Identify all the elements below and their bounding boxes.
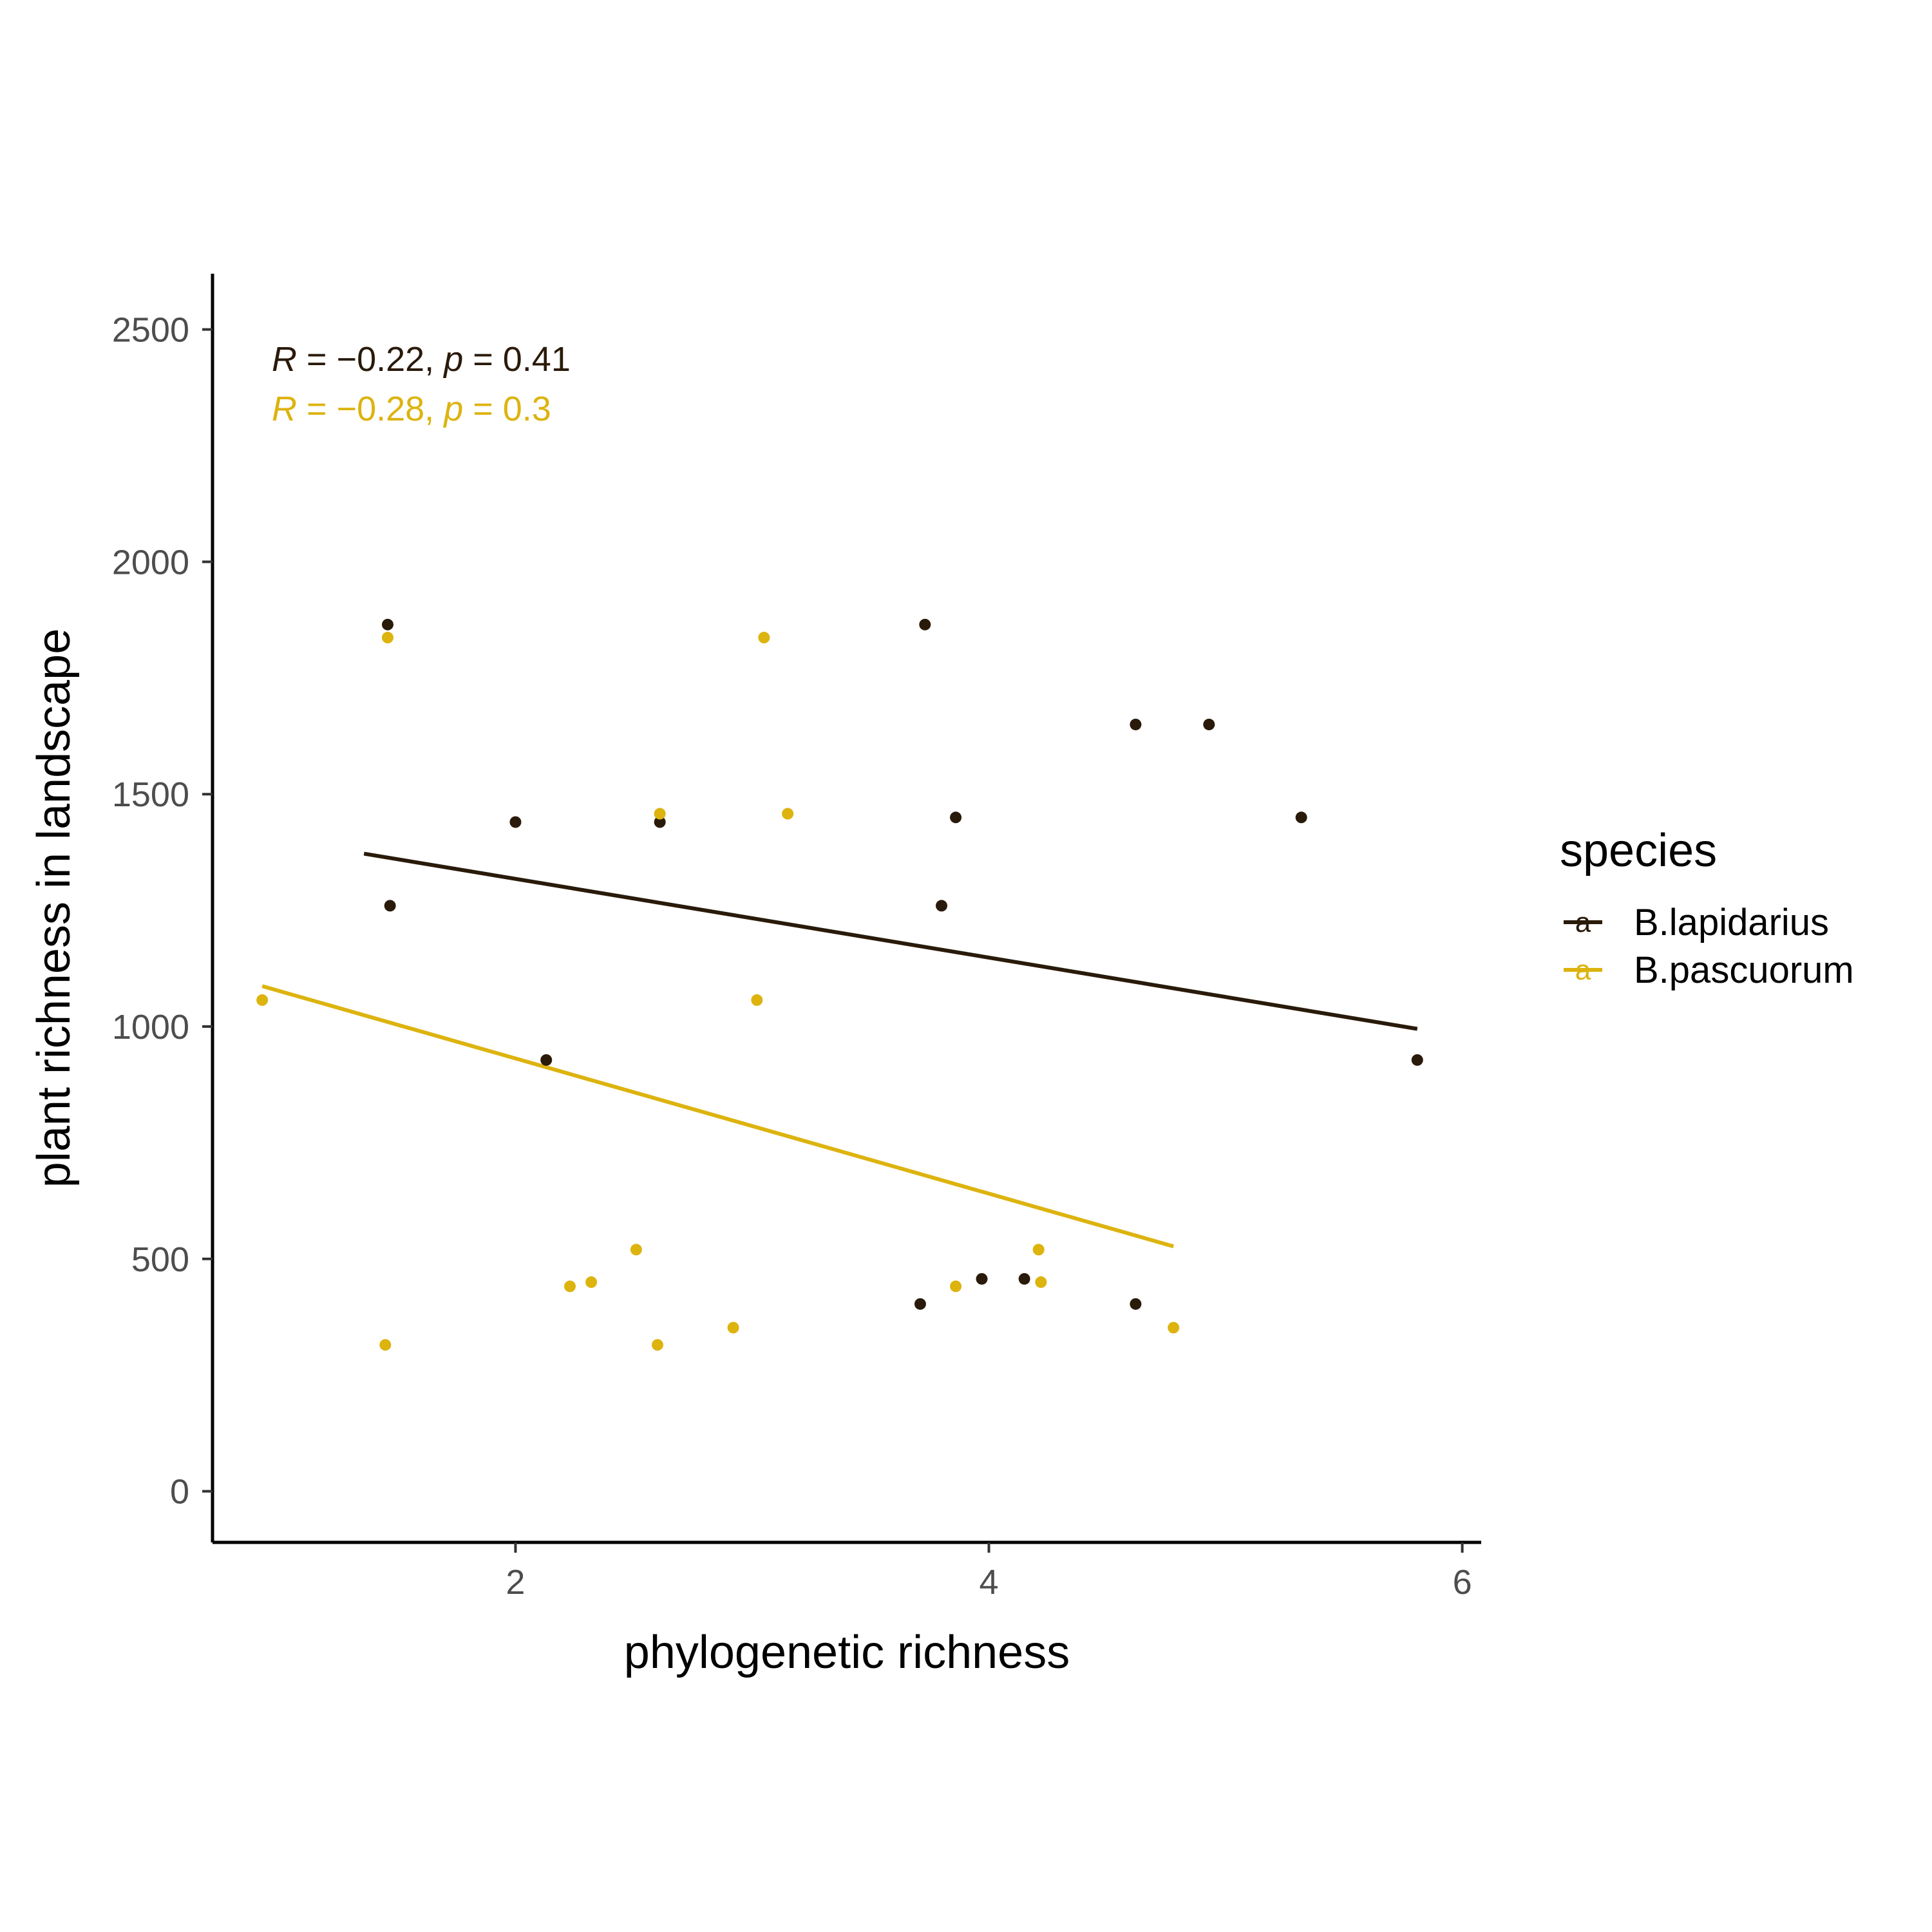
point-pascuorum [758,632,770,644]
point-pascuorum [630,1244,642,1256]
point-pascuorum [651,1339,663,1351]
y-tick-label: 0 [170,1473,189,1511]
point-lapidarius [381,618,393,630]
x-tick-label: 6 [1453,1563,1472,1602]
point-pascuorum [1032,1244,1045,1256]
x-tick-label: 4 [979,1563,998,1602]
y-axis-title: plant richness in landscape [28,629,80,1188]
point-lapidarius [919,618,931,630]
legend-title: species [1560,825,1717,876]
y-axis-ticks: 0 500 1000 1500 2000 2500 [112,311,213,1511]
y-tick-label: 1000 [112,1008,189,1046]
point-pascuorum [381,632,393,644]
point-lapidarius [384,900,396,912]
y-tick-label: 2000 [112,543,189,582]
point-pascuorum [751,994,763,1006]
legend: species a B.lapidarius a B.pascuorum [1560,825,1854,991]
point-lapidarius [1130,718,1142,730]
point-lapidarius [1295,811,1307,824]
legend-label: B.pascuorum [1634,949,1854,991]
y-tick-label: 1500 [112,775,189,814]
correlation-annotation: R = −0.28, p = 0.3 [272,390,551,428]
point-pascuorum [782,808,794,820]
point-pascuorum [379,1339,392,1351]
point-pascuorum [585,1276,598,1288]
correlation-annotations: R = −0.22, p = 0.41 R = −0.28, p = 0.3 [272,340,571,428]
point-pascuorum [727,1321,739,1334]
x-axis-ticks: 2 4 6 [506,1542,1472,1602]
point-pascuorum [1168,1321,1180,1334]
point-lapidarius [936,900,948,912]
legend-key-glyph: a [1575,954,1591,986]
point-lapidarius [1018,1273,1030,1285]
point-lapidarius [914,1298,926,1310]
regression-line-pascuorum [261,984,1175,1249]
legend-label: B.lapidarius [1634,902,1829,943]
point-lapidarius [950,811,962,824]
y-tick-label: 2500 [112,311,189,350]
point-lapidarius [509,816,522,828]
x-tick-label: 2 [506,1563,525,1602]
point-lapidarius [1130,1298,1142,1310]
regression-line-lapidarius [363,851,1418,1031]
y-tick-label: 500 [131,1240,189,1279]
legend-key-glyph: a [1575,907,1591,938]
correlation-annotation: R = −0.22, p = 0.41 [272,340,571,379]
point-lapidarius [540,1054,553,1066]
regression-lines [261,851,1418,1249]
x-axis-title: phylogenetic richness [624,1627,1070,1678]
point-lapidarius [1203,718,1215,730]
point-lapidarius [1411,1054,1423,1066]
point-pascuorum [950,1280,962,1293]
point-lapidarius [654,816,666,828]
data-points [256,618,1423,1351]
point-lapidarius [976,1273,988,1285]
point-pascuorum [256,994,269,1006]
point-pascuorum [1035,1276,1047,1288]
point-pascuorum [654,808,666,820]
point-pascuorum [564,1280,576,1293]
